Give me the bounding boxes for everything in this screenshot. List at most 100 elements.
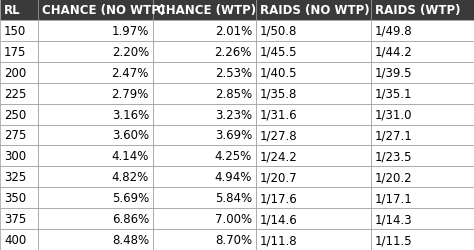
Bar (38, 104, 153, 125)
Bar (153, 83, 256, 104)
Text: RAIDS (NO WTP): RAIDS (NO WTP) (260, 4, 370, 17)
Text: 2.26%: 2.26% (215, 46, 252, 59)
Text: 400: 400 (4, 233, 26, 246)
Bar (371, 167, 474, 188)
Bar (0, 104, 38, 125)
Text: RAIDS (WTP): RAIDS (WTP) (375, 4, 461, 17)
Bar (153, 229, 256, 250)
Bar (38, 229, 153, 250)
Text: 6.86%: 6.86% (112, 212, 149, 225)
Bar (38, 208, 153, 229)
Text: 3.16%: 3.16% (112, 108, 149, 121)
Text: 250: 250 (4, 108, 26, 121)
Text: 1/35.8: 1/35.8 (260, 87, 297, 100)
Text: 2.20%: 2.20% (112, 46, 149, 59)
Text: 1/17.1: 1/17.1 (375, 192, 413, 204)
Bar (371, 83, 474, 104)
Bar (371, 125, 474, 146)
Text: 1/11.5: 1/11.5 (375, 233, 413, 246)
Text: 2.79%: 2.79% (111, 87, 149, 100)
Text: 2.85%: 2.85% (215, 87, 252, 100)
Text: 1/14.3: 1/14.3 (375, 212, 413, 225)
Text: 5.84%: 5.84% (215, 192, 252, 204)
Bar (0, 188, 38, 208)
Text: 8.70%: 8.70% (215, 233, 252, 246)
Text: 1/11.8: 1/11.8 (260, 233, 298, 246)
Bar (0, 0, 38, 21)
Bar (0, 125, 38, 146)
Text: 1/23.5: 1/23.5 (375, 150, 412, 163)
Text: 225: 225 (4, 87, 27, 100)
Text: RL: RL (4, 4, 21, 17)
Text: 3.23%: 3.23% (215, 108, 252, 121)
Text: 150: 150 (4, 25, 26, 38)
Bar (153, 167, 256, 188)
Bar (153, 0, 256, 21)
Text: 350: 350 (4, 192, 26, 204)
Text: 7.00%: 7.00% (215, 212, 252, 225)
Bar (256, 188, 371, 208)
Bar (256, 125, 371, 146)
Bar (371, 21, 474, 42)
Text: 1/40.5: 1/40.5 (260, 66, 298, 80)
Bar (256, 83, 371, 104)
Text: 1/44.2: 1/44.2 (375, 46, 413, 59)
Bar (153, 62, 256, 83)
Bar (0, 167, 38, 188)
Bar (38, 83, 153, 104)
Bar (153, 125, 256, 146)
Text: 4.14%: 4.14% (111, 150, 149, 163)
Text: 1/45.5: 1/45.5 (260, 46, 298, 59)
Bar (153, 146, 256, 167)
Text: 200: 200 (4, 66, 26, 80)
Bar (153, 188, 256, 208)
Bar (0, 42, 38, 62)
Bar (153, 21, 256, 42)
Text: 1/50.8: 1/50.8 (260, 25, 297, 38)
Text: 2.47%: 2.47% (111, 66, 149, 80)
Bar (371, 188, 474, 208)
Bar (38, 42, 153, 62)
Text: CHANCE (WTP): CHANCE (WTP) (157, 4, 256, 17)
Bar (38, 188, 153, 208)
Bar (256, 146, 371, 167)
Bar (256, 167, 371, 188)
Text: 1/17.6: 1/17.6 (260, 192, 298, 204)
Bar (0, 146, 38, 167)
Text: 8.48%: 8.48% (112, 233, 149, 246)
Bar (256, 229, 371, 250)
Bar (38, 0, 153, 21)
Text: 1/20.2: 1/20.2 (375, 170, 413, 183)
Bar (153, 42, 256, 62)
Bar (371, 0, 474, 21)
Bar (256, 104, 371, 125)
Text: 3.69%: 3.69% (215, 129, 252, 142)
Text: 4.25%: 4.25% (215, 150, 252, 163)
Text: 4.94%: 4.94% (215, 170, 252, 183)
Text: 1/20.7: 1/20.7 (260, 170, 298, 183)
Text: 1/39.5: 1/39.5 (375, 66, 412, 80)
Text: 1/24.2: 1/24.2 (260, 150, 298, 163)
Text: 175: 175 (4, 46, 27, 59)
Text: 2.53%: 2.53% (215, 66, 252, 80)
Bar (0, 208, 38, 229)
Bar (256, 0, 371, 21)
Text: 3.60%: 3.60% (112, 129, 149, 142)
Text: 325: 325 (4, 170, 26, 183)
Bar (371, 104, 474, 125)
Text: 5.69%: 5.69% (112, 192, 149, 204)
Text: 1/27.8: 1/27.8 (260, 129, 298, 142)
Bar (0, 83, 38, 104)
Bar (371, 146, 474, 167)
Bar (38, 125, 153, 146)
Text: 275: 275 (4, 129, 27, 142)
Text: 1/27.1: 1/27.1 (375, 129, 413, 142)
Text: 1/14.6: 1/14.6 (260, 212, 298, 225)
Text: 1.97%: 1.97% (111, 25, 149, 38)
Bar (153, 104, 256, 125)
Bar (256, 42, 371, 62)
Bar (256, 21, 371, 42)
Text: 375: 375 (4, 212, 26, 225)
Bar (371, 42, 474, 62)
Bar (153, 208, 256, 229)
